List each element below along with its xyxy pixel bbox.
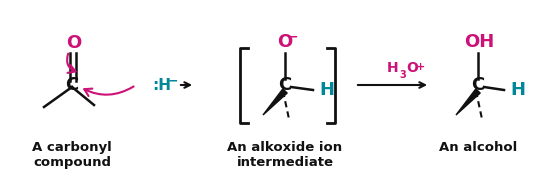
Text: H: H bbox=[319, 81, 334, 99]
Text: C: C bbox=[65, 76, 79, 94]
Text: H: H bbox=[387, 61, 399, 75]
Text: A carbonyl
compound: A carbonyl compound bbox=[32, 141, 112, 169]
Text: OH: OH bbox=[464, 33, 494, 51]
Text: 3: 3 bbox=[399, 70, 406, 80]
FancyArrowPatch shape bbox=[67, 54, 75, 73]
Polygon shape bbox=[456, 89, 480, 115]
FancyArrowPatch shape bbox=[84, 86, 134, 96]
Text: −: − bbox=[168, 74, 179, 87]
Polygon shape bbox=[263, 89, 287, 115]
Text: +: + bbox=[416, 62, 425, 72]
Text: C: C bbox=[471, 76, 485, 94]
Text: An alkoxide ion
intermediate: An alkoxide ion intermediate bbox=[228, 141, 343, 169]
Text: :H: :H bbox=[152, 78, 171, 92]
Text: −: − bbox=[288, 30, 298, 43]
Text: An alcohol: An alcohol bbox=[439, 141, 517, 154]
Text: H: H bbox=[510, 81, 525, 99]
Text: C: C bbox=[278, 76, 292, 94]
Text: O: O bbox=[67, 34, 81, 52]
Text: O: O bbox=[406, 61, 418, 75]
Text: O: O bbox=[277, 33, 293, 51]
